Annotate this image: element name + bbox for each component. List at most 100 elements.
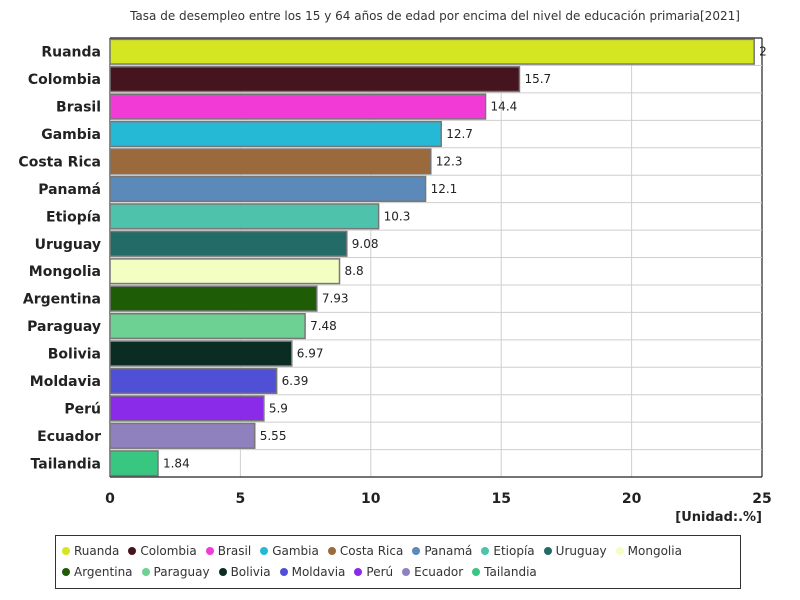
bars [109,38,755,477]
category-label: Paraguay [27,319,101,335]
legend-label: Argentina [74,564,133,579]
legend-swatch [615,546,624,555]
bar [109,395,265,422]
value-label: 7.93 [322,292,349,306]
legend-item: Argentina [62,561,133,582]
bar [109,66,521,93]
unit-label: [Unidad:.%] [675,510,762,525]
category-label: Bolivia [48,347,101,363]
category-label: Brasil [56,100,101,116]
legend-swatch [141,567,150,576]
value-label: 7.48 [310,319,337,333]
value-label: 15.7 [524,72,551,86]
legend-item: Tailandia [472,561,537,582]
legend-swatch [205,546,214,555]
x-tick-label: 5 [236,491,246,507]
bar [109,340,293,367]
chart-title: Tasa de desempleo entre los 15 y 64 años… [129,9,740,23]
legend-swatch [543,546,552,555]
legend-swatch [279,567,288,576]
value-label: 12.7 [446,127,473,141]
category-label: Argentina [23,292,101,308]
legend-label: Ecuador [414,564,464,579]
value-label: 10.3 [384,209,411,223]
value-label: 5.55 [260,429,287,443]
category-label: Uruguay [35,237,101,253]
grid-lines [109,37,763,478]
legend-label: Ruanda [74,543,120,558]
bar [109,230,348,257]
bar [109,450,159,477]
value-labels: 2 15.7 14.4 12.7 12.3 12.1 10.3 9.08 8.8 7.93 7.48… [163,45,767,471]
category-labels: Ruanda Colombia Brasil Gambia Costa Rica Pana… [18,45,101,473]
legend-swatch [354,567,363,576]
value-label: 2 [759,45,767,59]
legend-label: Uruguay [555,543,607,558]
legend-item: Uruguay [543,540,607,561]
legend-item: Panamá [412,540,472,561]
value-label: 6.97 [297,347,324,361]
legend-item: Mongolia [615,540,682,561]
value-label: 12.1 [431,182,458,196]
legend-item: Costa Rica [327,540,404,561]
legend-item: Gambia [260,540,319,561]
category-label: Moldavia [30,374,101,390]
category-label: Ecuador [37,429,101,445]
category-label: Perú [64,401,101,417]
value-label: 6.39 [282,374,309,388]
category-label: Costa Rica [18,154,101,170]
legend-item: Colombia [128,540,197,561]
value-label: 9.08 [352,237,379,251]
x-tick-label: 15 [491,491,510,507]
x-tick-labels: 0 5 10 15 20 25 [105,491,772,507]
bar [109,367,278,395]
legend-item: Ecuador [402,561,463,582]
legend-item: Moldavia [279,561,346,582]
legend-swatch [62,546,70,555]
value-label: 8.8 [345,264,364,278]
legend-label: Panamá [424,543,473,558]
x-tick-label: 0 [105,491,115,507]
legend-swatch [402,567,411,576]
legend-label: Brasil [217,543,252,558]
legend-swatch [128,546,137,555]
bar [109,38,755,65]
category-label: Mongolia [29,264,101,280]
bar [109,285,318,312]
value-label: 14.4 [491,100,518,114]
legend: Ruanda Colombia Brasil Gambia Costa Rica Pana… [55,535,741,589]
legend-label: Etiopía [493,543,535,558]
legend-item: Brasil [205,540,252,561]
category-label: Tailandia [31,456,101,472]
legend-label: Moldavia [291,564,346,579]
legend-swatch [218,567,227,576]
legend-item: Paraguay [141,561,210,582]
value-label: 12.3 [436,154,463,168]
legend-label: Colombia [140,543,197,558]
legend-label: Perú [366,564,394,579]
legend-item: Perú [354,561,393,582]
category-label: Panamá [38,182,101,198]
bar [109,422,256,449]
legend-label: Bolivia [230,564,271,579]
bar [109,120,442,148]
legend-swatch [412,546,421,555]
x-tick-label: 20 [622,491,642,507]
category-label: Colombia [28,72,101,88]
value-label: 5.9 [269,401,288,415]
legend-label: Costa Rica [339,543,404,558]
legend-swatch [62,567,70,576]
legend-item: Etiopía [481,540,535,561]
bar [109,175,427,203]
x-tick-label: 25 [752,491,771,507]
bar [109,93,487,120]
category-label: Etiopía [46,209,101,225]
category-label: Ruanda [41,45,101,61]
legend-label: Paraguay [153,564,210,579]
bar [109,148,432,175]
value-label: 1.84 [163,456,190,470]
legend-swatch [472,567,481,576]
legend-item: Ruanda [62,540,119,561]
legend-swatch [481,546,490,555]
